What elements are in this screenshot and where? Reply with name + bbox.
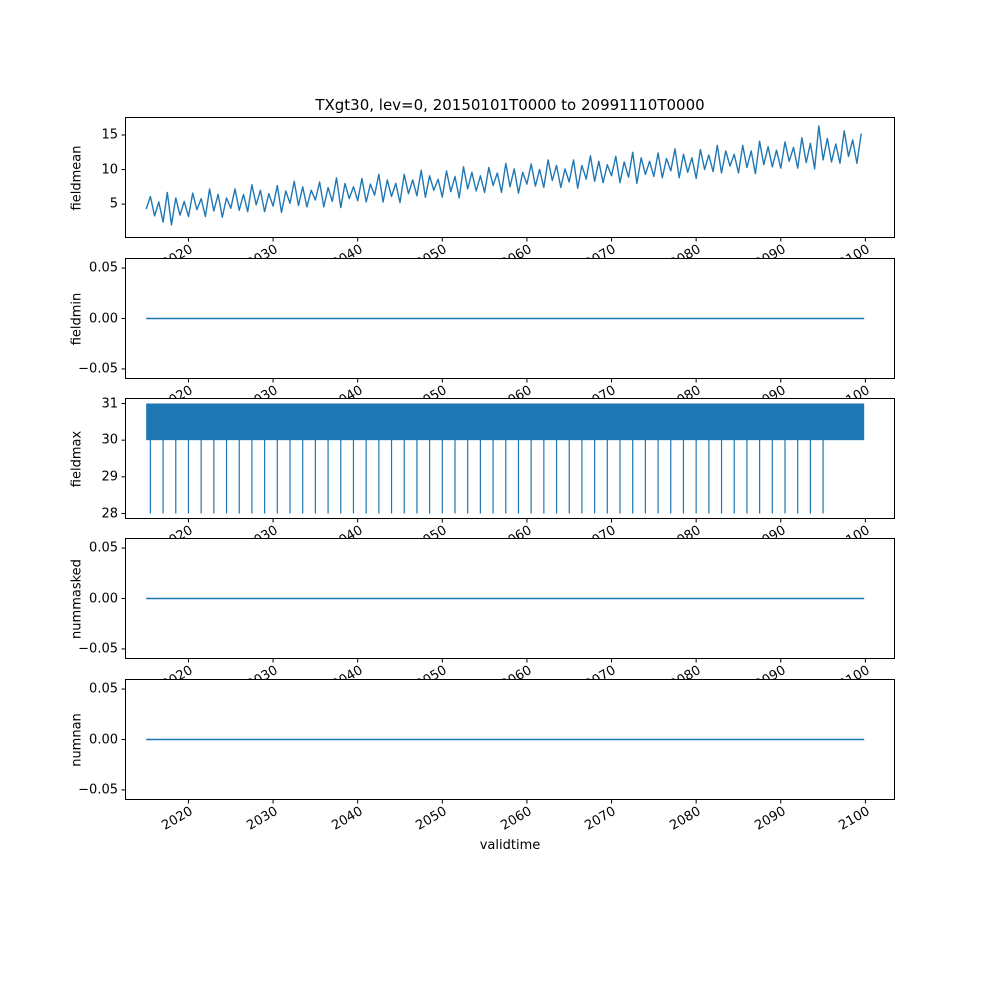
x-tick-label: 2080	[667, 804, 704, 834]
y-tick-label: −0.05	[78, 361, 118, 377]
plot-area-nummasked	[121, 538, 895, 663]
axes-spines	[125, 679, 895, 800]
figure-title: TXgt30, lev=0, 20150101T0000 to 20991110…	[315, 96, 705, 114]
axes-spines	[125, 258, 895, 379]
y-axis-title-fieldmax: fieldmax	[69, 430, 85, 487]
plot-area-fieldmax	[121, 398, 895, 523]
y-tick-label: 29	[101, 469, 118, 485]
y-axis-title-fieldmean: fieldmean	[69, 145, 85, 210]
y-tick-label: 5	[109, 196, 118, 212]
axes-spines	[125, 538, 895, 659]
x-tick-label: 2090	[752, 804, 789, 834]
axes-spines	[125, 117, 895, 238]
subplot-fieldmax: 2829303120202030204020502060207020802090…	[70, 396, 895, 553]
y-tick-label: 15	[101, 127, 118, 143]
y-tick-label: 0.00	[89, 591, 118, 606]
x-tick-label: 2050	[413, 804, 450, 834]
y-tick-label: 0.05	[89, 681, 118, 697]
y-tick-label: 10	[101, 162, 118, 178]
x-tick-label: 2020	[159, 804, 196, 834]
y-tick-label: −0.05	[78, 782, 118, 798]
y-tick-label: 0.05	[89, 260, 118, 276]
y-tick-label: 0.05	[89, 540, 118, 556]
x-tick-label: 2030	[244, 804, 281, 834]
y-tick-label: 0.00	[89, 732, 118, 747]
x-tick-label: 2060	[498, 804, 535, 834]
x-tick-label: 2040	[329, 804, 366, 834]
y-tick-label: 0.00	[89, 311, 118, 326]
y-tick-label: 31	[101, 396, 118, 411]
series-fieldmean	[145, 125, 862, 226]
y-tick-label: 28	[101, 506, 118, 521]
subplot-fieldmean: 5 10 15 2020 2030 2040 2050 2060 2070 2080 2090 210…	[70, 117, 895, 272]
plot-area-fieldmin	[121, 258, 895, 383]
axes-spines	[125, 398, 895, 519]
y-axis-title-fieldmin: fieldmin	[69, 292, 85, 345]
subplot-fieldmin: −0.050.000.05202020302040205020602070208…	[70, 258, 895, 413]
x-tick-label: 2100	[836, 804, 873, 834]
plot-area-numnan	[121, 679, 895, 804]
y-tick-label: 30	[101, 432, 118, 448]
y-tick-label: −0.05	[78, 641, 118, 657]
plot-area-fieldmean	[121, 117, 895, 242]
x-tick-label: 2070	[582, 804, 620, 834]
y-axis-title-nummasked: nummasked	[69, 558, 85, 639]
subplot-nummasked: −0.05 0.00 0.05 2020 2030 2040 2050 2060 2070 208…	[70, 538, 895, 693]
y-axis-title-numnan: numnan	[69, 712, 85, 767]
x-axis-title: validtime	[479, 838, 541, 853]
subplot-numnan: −0.05 0.00 0.05 2020 2030 2040 2050 2060 2070 208…	[70, 679, 895, 834]
